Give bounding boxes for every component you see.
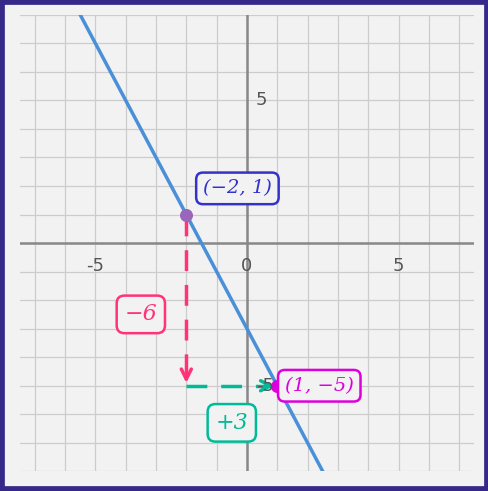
Text: (1, −5): (1, −5) [284,377,353,395]
Text: 5: 5 [392,257,404,275]
Text: 5: 5 [256,91,267,109]
Text: +3: +3 [215,412,247,434]
Text: -5: -5 [86,257,104,275]
Text: -5: -5 [256,377,273,395]
Text: −6: −6 [124,303,157,326]
Point [273,382,281,390]
Text: (−2, 1): (−2, 1) [203,179,271,197]
Text: 0: 0 [241,257,252,275]
Point [182,211,190,218]
